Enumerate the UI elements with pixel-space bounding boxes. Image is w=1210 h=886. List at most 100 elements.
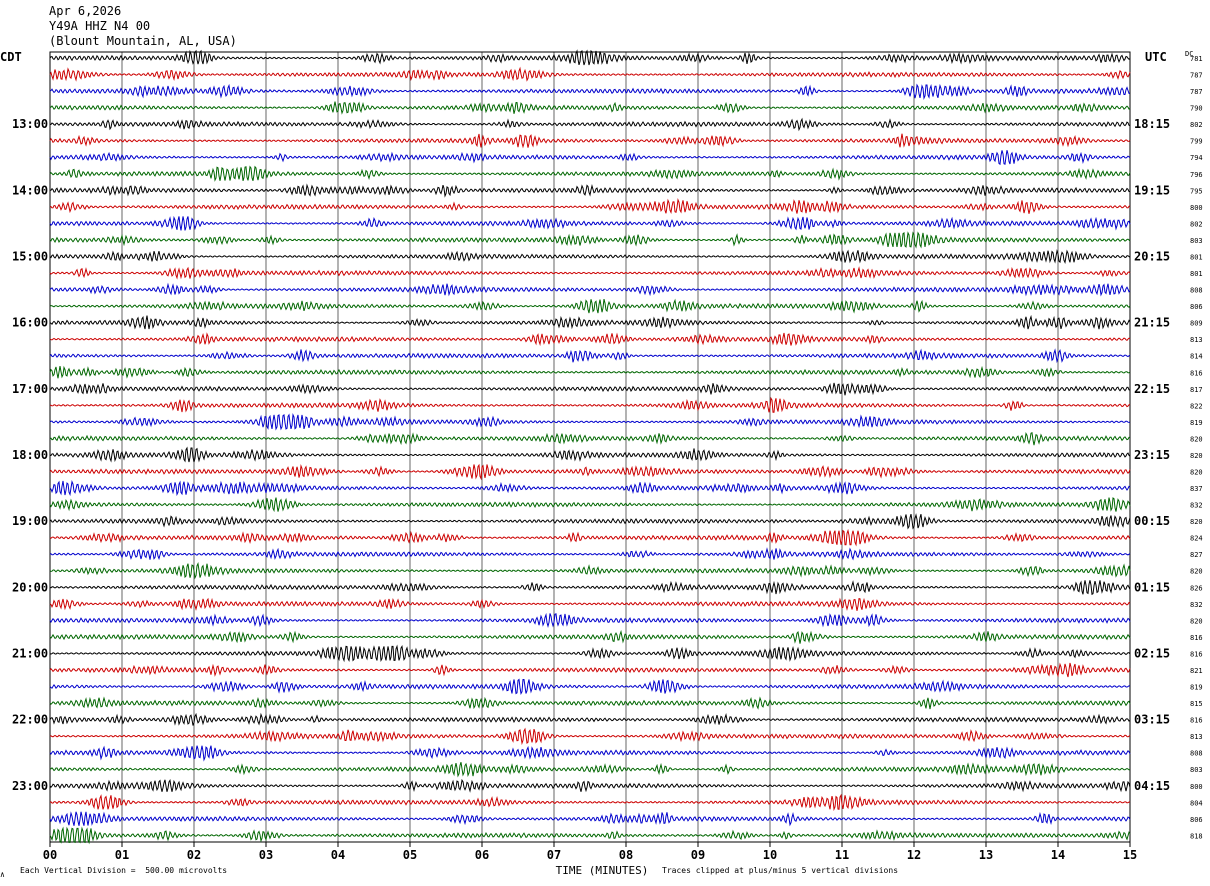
dc-offset-label: 816 xyxy=(1190,634,1203,642)
x-tick-label: 01 xyxy=(115,848,129,862)
trace-row xyxy=(49,497,1131,513)
left-time-label: 16:00 xyxy=(12,316,48,330)
right-axis-title: UTC xyxy=(1145,50,1167,64)
right-time-label: 21:15 xyxy=(1134,316,1170,330)
x-tick-label: 10 xyxy=(763,848,777,862)
trace-row xyxy=(49,463,1131,481)
dc-offset-label: 800 xyxy=(1190,783,1203,791)
x-tick-label: 05 xyxy=(403,848,417,862)
right-time-label: 02:15 xyxy=(1134,646,1170,660)
left-time-label: 19:00 xyxy=(12,514,48,528)
trace-row xyxy=(49,198,1131,214)
x-tick-label: 04 xyxy=(331,848,345,862)
right-time-label: 19:15 xyxy=(1134,183,1170,197)
dc-offset-label: 806 xyxy=(1190,816,1203,824)
left-time-label: 18:00 xyxy=(12,448,48,462)
dc-offset-label: 837 xyxy=(1190,485,1203,493)
dc-offset-label: 803 xyxy=(1190,237,1203,245)
trace-row xyxy=(49,49,1131,66)
right-time-label: 22:15 xyxy=(1134,382,1170,396)
dc-offset-label: 819 xyxy=(1190,419,1203,427)
corner-mark: ∧ xyxy=(0,870,5,879)
dc-offset-label: 821 xyxy=(1190,667,1203,675)
right-time-label: 03:15 xyxy=(1134,713,1170,727)
x-tick-label: 00 xyxy=(43,848,57,862)
left-time-label: 14:00 xyxy=(12,183,48,197)
right-time-label: 01:15 xyxy=(1134,580,1170,594)
trace-row xyxy=(49,547,1131,561)
plot-frame xyxy=(49,51,1131,843)
dc-offset-label: 806 xyxy=(1190,303,1203,311)
trace-row xyxy=(49,727,1131,746)
left-time-label: 13:00 xyxy=(12,117,48,131)
left-time-label: 22:00 xyxy=(12,713,48,727)
dc-offset-label: 787 xyxy=(1190,88,1203,96)
dc-offset-label: 794 xyxy=(1190,154,1203,162)
trace-row xyxy=(49,480,1131,497)
trace-row xyxy=(49,66,1131,82)
dc-offset-label: 800 xyxy=(1190,204,1203,212)
dc-offset-label: 818 xyxy=(1190,832,1203,840)
left-time-label: 21:00 xyxy=(12,646,48,660)
trace-row xyxy=(49,314,1131,330)
x-axis-label: TIME (MINUTES) xyxy=(556,864,649,877)
trace-row xyxy=(50,396,1131,413)
dc-offset-label: 808 xyxy=(1190,287,1203,295)
x-tick-label: 15 xyxy=(1123,848,1137,862)
trace-row xyxy=(49,117,1131,132)
dc-offset-label: 824 xyxy=(1190,535,1203,543)
trace-row xyxy=(49,282,1131,297)
dc-offset-label: 816 xyxy=(1190,650,1203,658)
dc-offset-label: 820 xyxy=(1190,617,1203,625)
trace-row xyxy=(49,382,1131,396)
dc-offset-label: 819 xyxy=(1190,684,1203,692)
x-tick-label: 03 xyxy=(259,848,273,862)
x-tick-label: 12 xyxy=(907,848,921,862)
dc-offset-label: 787 xyxy=(1190,72,1203,80)
dc-offset-label: 802 xyxy=(1190,121,1203,129)
dc-offset-label: 826 xyxy=(1190,584,1203,592)
right-time-label: 00:15 xyxy=(1134,514,1170,528)
trace-row xyxy=(49,826,1131,845)
dc-offset-label: 827 xyxy=(1190,551,1203,559)
trace-row xyxy=(49,762,1131,778)
dc-offset-label: 813 xyxy=(1190,733,1203,741)
left-time-label: 20:00 xyxy=(12,580,48,594)
trace-row xyxy=(49,249,1131,264)
x-tick-label: 08 xyxy=(619,848,633,862)
right-time-label: 04:15 xyxy=(1134,779,1170,793)
dc-offset-label: 799 xyxy=(1190,138,1203,146)
dc-offset-label: 803 xyxy=(1190,766,1203,774)
dc-offset-label: 804 xyxy=(1190,799,1203,807)
dc-offset-label: 813 xyxy=(1190,336,1203,344)
dc-offset-label: 781 xyxy=(1190,55,1203,63)
dc-offset-label: 817 xyxy=(1190,386,1203,394)
station-code: Y49A HHZ N4 00 xyxy=(49,19,151,33)
dc-offset-label: 820 xyxy=(1190,435,1203,443)
dc-offset-label: 814 xyxy=(1190,353,1203,361)
dc-offset-label: 808 xyxy=(1190,750,1203,758)
dc-offset-label: 790 xyxy=(1190,105,1203,113)
x-tick-label: 09 xyxy=(691,848,705,862)
trace-row xyxy=(49,348,1131,364)
trace-row xyxy=(49,332,1131,347)
left-time-label: 23:00 xyxy=(12,779,48,793)
trace-row xyxy=(49,696,1131,710)
clip-note: Traces clipped at plus/minus 5 vertical … xyxy=(662,866,899,875)
trace-row xyxy=(49,215,1131,231)
dc-offset-label: 820 xyxy=(1190,452,1203,460)
trace-row xyxy=(49,528,1131,547)
dc-offset-label: 801 xyxy=(1190,270,1203,278)
trace-row xyxy=(49,298,1131,314)
dc-offset-label: 801 xyxy=(1190,253,1203,261)
dc-offset-label: 809 xyxy=(1190,320,1203,328)
trace-row xyxy=(49,165,1131,182)
trace-row xyxy=(49,413,1131,431)
trace-row xyxy=(49,662,1131,678)
x-tick-label: 07 xyxy=(547,848,561,862)
x-tick-label: 06 xyxy=(475,848,489,862)
dc-title: DC xyxy=(1185,50,1194,58)
x-tick-label: 14 xyxy=(1051,848,1065,862)
trace-row xyxy=(49,778,1131,793)
dc-offset-label: 832 xyxy=(1190,502,1203,510)
